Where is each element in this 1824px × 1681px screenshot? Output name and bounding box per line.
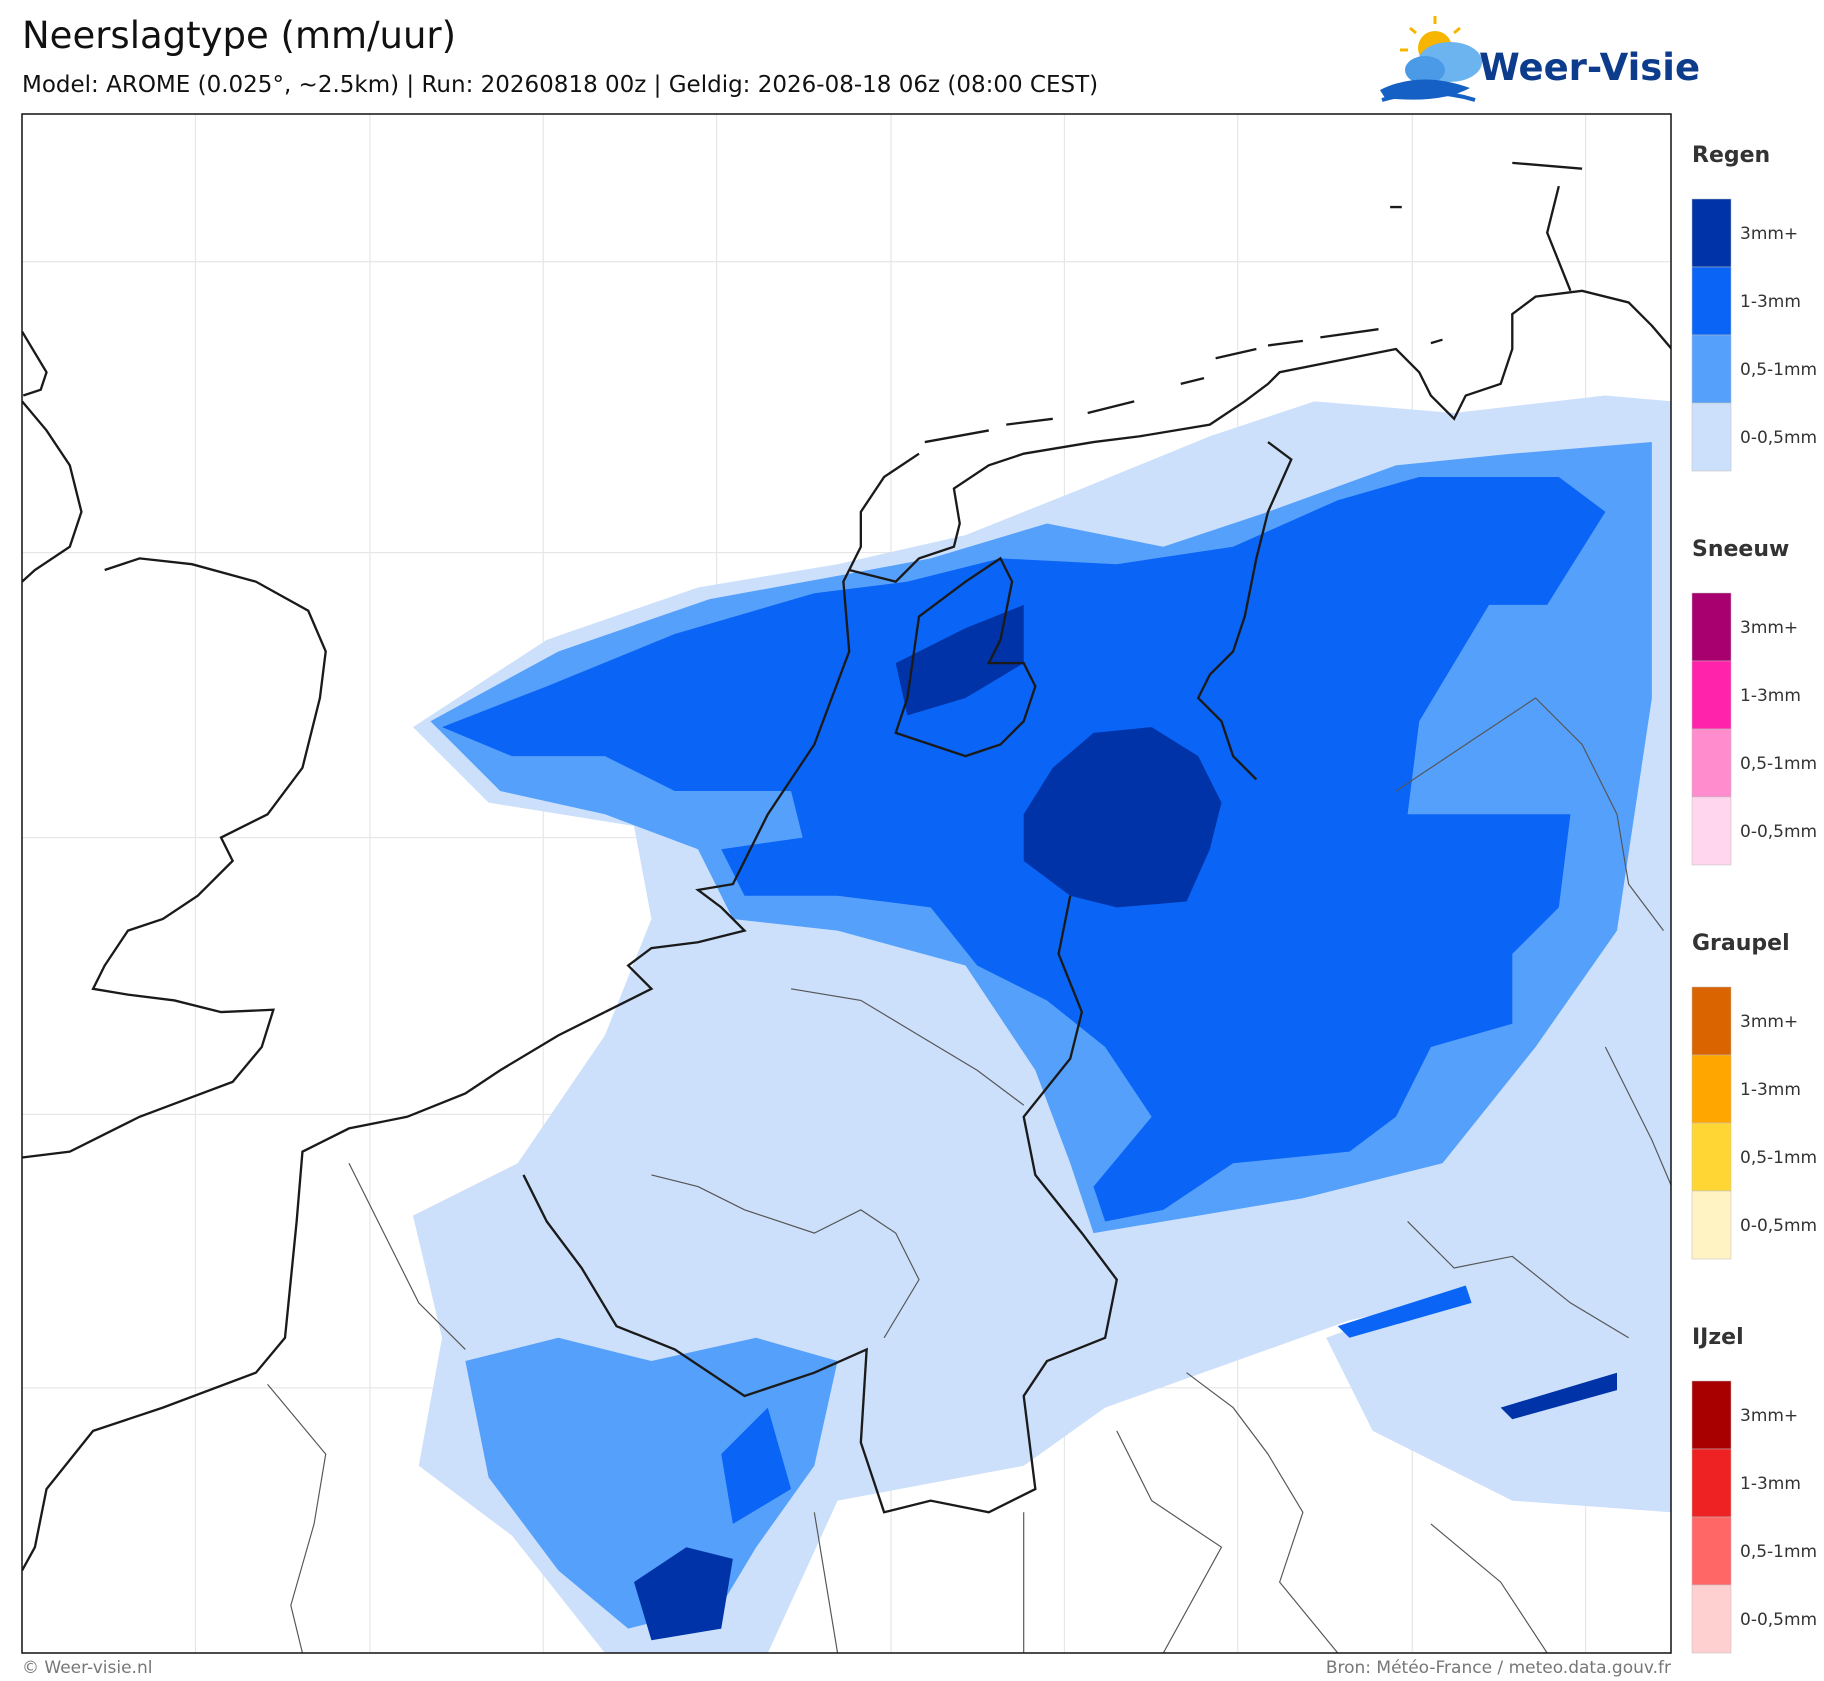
legend-swatch [1691, 1054, 1732, 1124]
legend-swatch [1691, 1380, 1732, 1450]
legend-label: 3mm+ [1740, 618, 1798, 638]
legend-swatch [1691, 796, 1732, 866]
legend-swatch [1691, 1448, 1732, 1518]
title: Neerslagtype (mm/uur) [22, 14, 456, 57]
legend-label: 0,5-1mm [1740, 1148, 1817, 1168]
legend-title: Graupel [1692, 931, 1790, 956]
legend-swatch [1691, 334, 1732, 404]
legend-swatch [1691, 1122, 1732, 1192]
footer-right: Bron: Météo-France / meteo.data.gouv.fr [1326, 1658, 1671, 1678]
legend-label: 0,5-1mm [1740, 1542, 1817, 1562]
footer-left: © Weer-visie.nl [22, 1658, 152, 1678]
map [22, 114, 1671, 1653]
legend-swatch [1691, 1584, 1732, 1654]
logo: Weer-Visie [1380, 16, 1700, 102]
legend-label: 1-3mm [1740, 686, 1801, 706]
legend-title: Sneeuw [1692, 537, 1789, 562]
legend-label: 0-0,5mm [1740, 822, 1817, 842]
legend-label: 1-3mm [1740, 1474, 1801, 1494]
legend-label: 1-3mm [1740, 1080, 1801, 1100]
legend-label: 0,5-1mm [1740, 360, 1817, 380]
legend-label: 0-0,5mm [1740, 428, 1817, 448]
legend: Regen 3mm+ 1-3mm 0,5-1mm 0-0,5mm Sneeuw 3mm+ 1-… [1691, 143, 1817, 1654]
legend-title: IJzel [1692, 1325, 1744, 1350]
subtitle: Model: AROME (0.025°, ~2.5km) | Run: 202… [22, 72, 1098, 98]
precipitation [412, 395, 1671, 1653]
legend-swatch [1691, 728, 1732, 798]
legend-swatch [1691, 1516, 1732, 1586]
legend-label: 0-0,5mm [1740, 1216, 1817, 1236]
legend-label: 1-3mm [1740, 292, 1801, 312]
legend-label: 0-0,5mm [1740, 1610, 1817, 1630]
legend-label: 3mm+ [1740, 1012, 1798, 1032]
legend-swatch [1691, 592, 1732, 662]
legend-label: 3mm+ [1740, 224, 1798, 244]
legend-title: Regen [1692, 143, 1770, 168]
legend-label: 3mm+ [1740, 1406, 1798, 1426]
map-frame [21, 113, 1672, 1654]
coastlines [22, 161, 1671, 1653]
legend-swatch [1691, 660, 1732, 730]
legend-swatch [1691, 198, 1732, 268]
logo-text: Weer-Visie [1479, 46, 1700, 89]
legend-label: 0,5-1mm [1740, 754, 1817, 774]
legend-swatch [1691, 402, 1732, 472]
legend-swatch [1691, 266, 1732, 336]
legend-swatch [1691, 1190, 1732, 1260]
legend-swatch [1691, 986, 1732, 1056]
